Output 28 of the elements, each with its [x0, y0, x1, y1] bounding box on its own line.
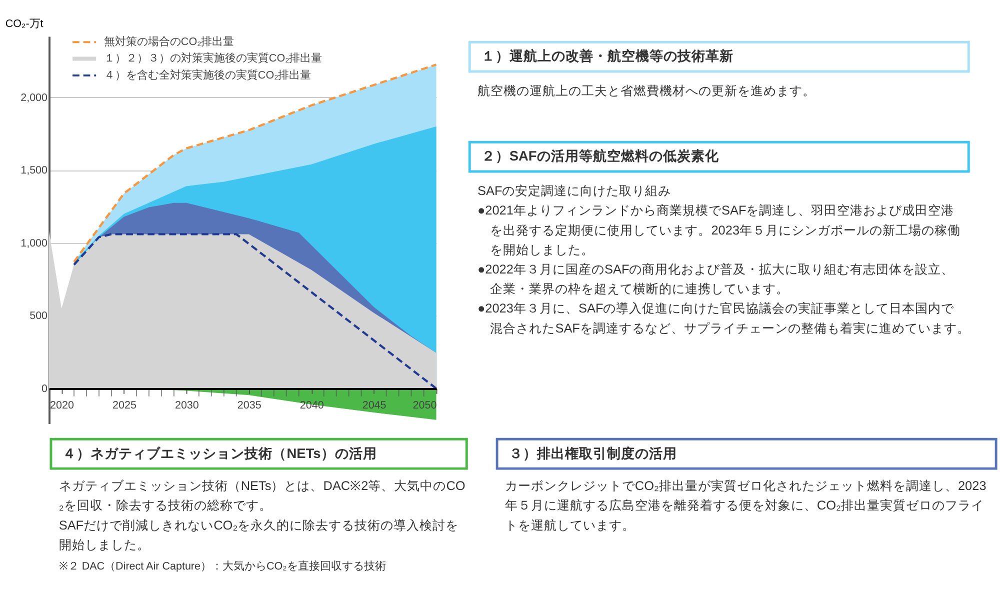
text: ２）SAFの活用等航空燃料の低炭素化: [481, 148, 720, 164]
text: ●2021年よりフィンランドから商業規模でSAFを調達し、羽田空港および成田空港を出発する定期便に使用しています。2023年５月にシンガポールの新工場の稼働を開始しました。: [477, 202, 961, 257]
y-tick-label: 500: [30, 310, 48, 322]
x-tick-label: 2020: [50, 400, 74, 412]
text: SAFだけで削減しきれないCO₂を永久的に除去する技術の導入検討を開始しました。: [58, 517, 459, 552]
text: 航空機の運航上の工夫と省燃費機材への更新を進めます。: [477, 83, 816, 98]
text: ４）ネガティブエミッション技術（NETs）の活用: [62, 444, 377, 461]
y-tick-label: 1,000: [20, 237, 48, 250]
x-tick-label: 2035: [237, 400, 262, 412]
y-tick-label: 0: [42, 382, 48, 395]
y-tick-label: 2,000: [20, 92, 48, 104]
line-series: [72, 64, 438, 263]
x-tick-label: 2030: [174, 400, 199, 412]
text: １）運航上の改善・航空機等の技術革新: [481, 48, 734, 64]
legend-label: 無対策の場合のCO₂排出量: [104, 35, 234, 48]
y-axis-title: CO₂-万t: [5, 18, 44, 30]
legend-label: ４）を含む全対策実施後の実質CO₂排出量: [104, 68, 312, 82]
x-tick-label: 2025: [112, 400, 136, 412]
text: SAFの安定調達に向けた取り組み: [477, 183, 672, 198]
y-tick-label: 1,500: [20, 164, 48, 177]
text: ネガティブエミッション技術（NETs）とは、DAC※2等、大気中のCO₂を回収・除去する技術の総称です。: [58, 478, 466, 513]
text: カーボンクレジットでCO₂排出量が実質ゼロ化されたジェット燃料を調達し、2023年５月に運航する広島空港を離発着する便を対象に、CO₂排出量実質ゼロのフライトを運航しています。: [504, 478, 986, 532]
text: ３）排出権取引制度の活用: [508, 444, 677, 461]
legend-label: １）２）３）の対策実施後の実質CO₂排出量: [104, 52, 322, 65]
text: ※２ DAC（Direct Air Capture）：大気からCO₂を直接回収する技術: [58, 560, 386, 573]
x-tick-label: 2045: [362, 400, 386, 412]
text: ●2023年３月に、SAFの導入促進に向けた官民協議会の実証事業として日本国内で混合されたSAFを調達するなど、サプライチェーンの整備も着実に進めています。: [477, 300, 970, 336]
text: ●2022年３月に国産のSAFの商用化および普及・拡大に取り組む有志団体を設立、企業・業界の枠を超えて横断的に連携しています。: [477, 261, 954, 296]
